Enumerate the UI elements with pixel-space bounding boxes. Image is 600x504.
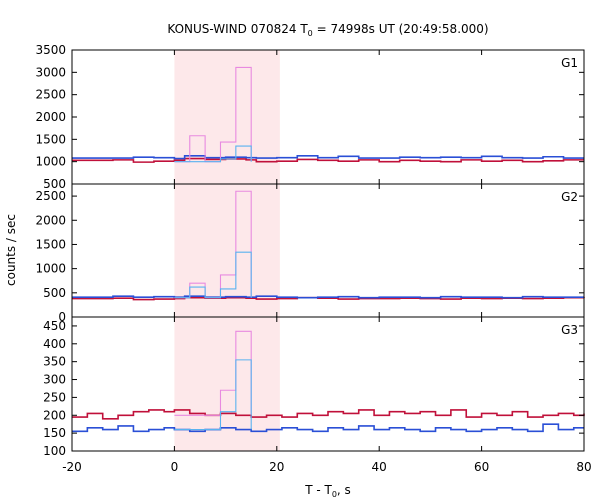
panel-g1: 500 1000 1500 2000 2500 3000 3500 G1 — [35, 43, 585, 191]
x-axis-label: T - T0, s — [304, 483, 351, 499]
series-line-cyan-g3 — [174, 359, 252, 431]
y-tick-label: 500 — [43, 177, 66, 191]
y-tick-label: 300 — [43, 373, 66, 387]
panel-g3: 100 150 200 250 300 350 400 450 G3 — [43, 316, 585, 458]
series-line-red-g1 — [72, 157, 584, 163]
x-axis-label-rest: , s — [337, 483, 351, 497]
panel-label: G2 — [561, 190, 578, 204]
y-tick-label: 400 — [43, 337, 66, 351]
x-tick-label: 40 — [372, 460, 387, 474]
y-tick-label: 3500 — [35, 43, 66, 57]
y-tick-label: 3000 — [35, 65, 66, 79]
x-tick-label: 20 — [269, 460, 284, 474]
y-tick-label: 2000 — [35, 213, 66, 227]
chart-title-subscript: 0 — [308, 29, 313, 38]
y-tick-label: 100 — [43, 444, 66, 458]
panel-frame — [71, 316, 585, 452]
x-axis-label-subscript: 0 — [332, 490, 337, 499]
y-tick-label: 450 — [43, 319, 66, 333]
y-tick-label: 1500 — [35, 237, 66, 251]
series-line-pink-g3 — [174, 330, 252, 416]
series-line-cyan-g2 — [174, 251, 252, 299]
y-tick-label: 350 — [43, 355, 66, 369]
y-tick-label: 200 — [43, 408, 66, 422]
panel-g2: 0 500 1000 1500 2000 2500 G2 — [35, 183, 585, 324]
series-line-cyan-g1 — [174, 145, 252, 163]
y-tick-label: 500 — [43, 286, 66, 300]
x-tick-label: 60 — [474, 460, 489, 474]
panel-label: G3 — [561, 323, 578, 337]
x-axis-label-main: T - T — [304, 483, 332, 497]
y-tick-label: 0 — [58, 310, 66, 324]
x-tick-label: 80 — [576, 460, 591, 474]
y-tick-label: 2000 — [35, 110, 66, 124]
series-line-red-g3 — [72, 409, 585, 420]
plot-layer: 500100015002000250030003500G105001000150… — [35, 43, 591, 474]
chart-title: KONUS-WIND 070824 T0 = 74998s UT (20:49:… — [167, 22, 488, 38]
y-axis-label: counts / sec — [4, 214, 18, 286]
chart-title-rest: = 74998s UT (20:49:58.000) — [313, 22, 489, 36]
series-line-blue-g1 — [72, 155, 584, 160]
y-tick-label: 1000 — [35, 262, 66, 276]
y-tick-label: 2500 — [35, 88, 66, 102]
y-tick-label: 150 — [43, 426, 66, 440]
highlight-interval-band — [174, 50, 280, 451]
y-tick-label: 1000 — [35, 155, 66, 169]
panel-label: G1 — [561, 56, 578, 70]
x-tick-label: -20 — [62, 460, 82, 474]
series-line-blue-g2 — [72, 295, 584, 299]
y-tick-label: 1500 — [35, 132, 66, 146]
y-tick-label: 2500 — [35, 189, 66, 203]
x-tick-label: 0 — [171, 460, 179, 474]
chart-title-main: KONUS-WIND 070824 T — [167, 22, 308, 36]
panel-frame — [71, 49, 585, 185]
series-line-blue-g3 — [72, 423, 584, 433]
y-tick-label: 250 — [43, 390, 66, 404]
